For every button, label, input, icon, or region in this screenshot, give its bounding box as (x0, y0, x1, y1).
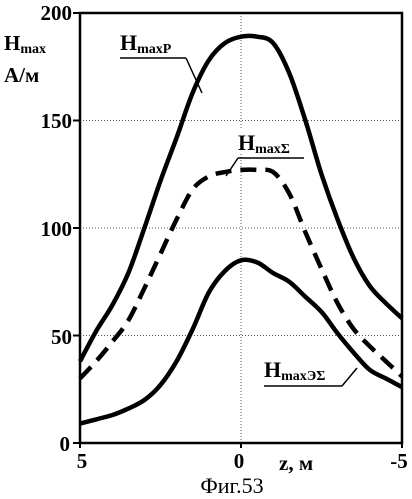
x-tick-label: 5 (77, 449, 88, 473)
y-tick-label: 150 (41, 109, 73, 133)
x-axis-label: z, м (279, 451, 313, 475)
series-line-1 (80, 36, 402, 361)
y-tick-label: 200 (41, 1, 73, 25)
series-line-3 (80, 260, 402, 424)
figure-caption: Фиг.53 (200, 473, 263, 498)
x-tick-label: -5 (390, 449, 408, 473)
series-label-hmaxp: HmaxP (118, 30, 202, 93)
y-tick-label: 100 (41, 217, 73, 241)
y-tick-label: 50 (51, 325, 72, 349)
tick-marks (73, 13, 402, 448)
y-tick-label: 0 (60, 432, 71, 456)
series-label-hmaxesigma: HmaxЭΣ (262, 356, 357, 386)
grid-lines (80, 13, 402, 443)
x-tick-label: 0 (234, 449, 245, 473)
y-axis-unit: А/м (4, 63, 39, 87)
y-axis-label: Hmax (4, 31, 46, 57)
